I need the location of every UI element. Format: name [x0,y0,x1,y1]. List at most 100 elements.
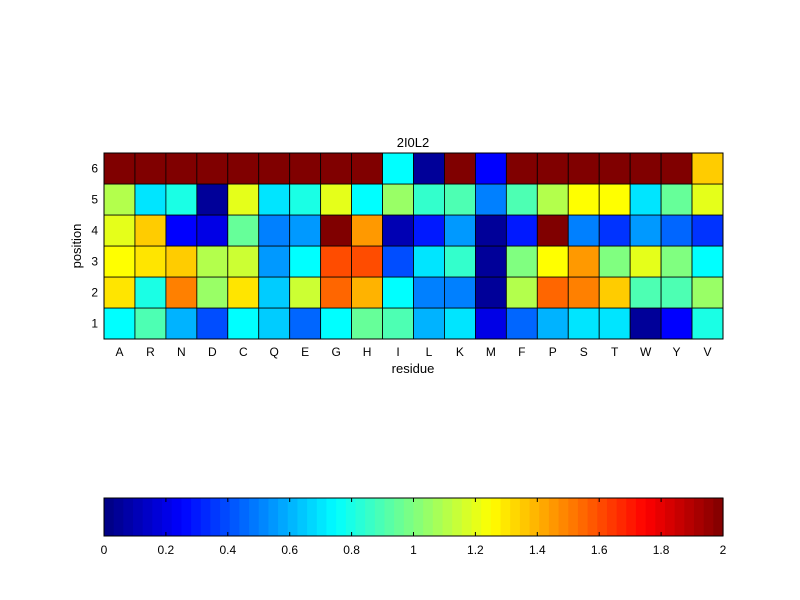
heatmap-cell [258,307,291,340]
colorbar-swatch [307,498,318,536]
heatmap-cell [165,152,198,185]
x-tick-label: C [239,345,248,359]
colorbar-swatch [713,498,724,536]
heatmap-cell [382,152,414,185]
heatmap-cell [165,307,198,340]
colorbar-swatch [529,498,540,536]
x-tick-label: E [301,345,309,359]
heatmap-cell [382,307,414,340]
colorbar-swatches [104,498,724,536]
colorbar-swatch [693,498,705,536]
heatmap-cell [598,245,631,278]
heatmap-cell [258,183,291,216]
heatmap-cell [660,183,693,216]
heatmap-cell [289,276,322,309]
colorbar-swatch [200,498,211,536]
colorbar-swatch [626,498,637,536]
heatmap-cell [196,183,229,216]
x-tick-label: H [363,345,372,359]
colorbar-swatch [587,498,598,536]
colorbar-swatch [635,498,647,536]
heatmap-cell [320,276,352,309]
colorbar-swatch [558,498,569,536]
x-tick-label: R [146,345,155,359]
heatmap-cell [289,183,322,216]
colorbar-swatch [413,498,424,536]
colorbar-tick-label: 1.4 [529,543,546,557]
y-tick-label: 4 [91,224,98,238]
y-tick-label: 6 [91,162,98,176]
heatmap-cell [629,245,662,278]
heatmap-cell [567,307,600,340]
heatmap-cell [103,276,136,309]
heatmap-cell [660,152,693,185]
colorbar-swatch [113,498,124,536]
x-tick-label: Y [673,345,681,359]
colorbar-tick-label: 1.6 [591,543,608,557]
colorbar-swatch [220,498,231,536]
colorbar-swatch [655,498,666,536]
heatmap-cell [413,245,445,278]
x-tick-label: P [549,345,557,359]
heatmap-cell [567,276,600,309]
x-tick-label: V [704,345,712,359]
heatmap-cell [196,245,229,278]
colorbar-swatch [210,498,221,536]
colorbar-swatch [316,498,328,536]
heatmap-cell [691,214,724,247]
heatmap-cell [227,245,260,278]
colorbar-swatch [510,498,521,536]
colorbar-tick-label: 1.2 [467,543,484,557]
heatmap-cell [413,307,445,340]
heatmap-cell [196,307,229,340]
heatmap-cell [289,245,322,278]
heatmap-cell [351,276,383,309]
colorbar-swatch [365,498,376,536]
colorbar-swatch [471,498,482,536]
heatmap-cell [258,152,291,185]
colorbar-swatch [191,498,202,536]
heatmap-frame [103,152,724,340]
heatmap-cell [320,214,352,247]
heatmap-cell [382,276,414,309]
colorbar-swatch [336,498,347,536]
heatmap-cells [103,152,724,340]
heatmap-cell [660,214,693,247]
x-tick-label: G [331,345,340,359]
heatmap-cell [196,152,229,185]
x-tick-label: N [177,345,186,359]
colorbar-tick-label: 0.4 [219,543,236,557]
heatmap-cell [474,307,507,340]
heatmap-cell [320,152,352,185]
heatmap-cell [134,152,167,185]
heatmap-cell [289,152,322,185]
heatmap-cell [444,152,476,185]
heatmap-cell [382,183,414,216]
colorbar-swatch [287,498,299,536]
colorbar-swatch [384,498,395,536]
heatmap-cell [629,183,662,216]
heatmap-cell [474,183,507,216]
heatmap-cell [196,276,229,309]
heatmap-cell [567,245,600,278]
x-tick-label: L [426,345,433,359]
heatmap-cell [629,307,662,340]
colorbar-swatch [432,498,444,536]
x-tick-label: I [396,345,399,359]
heatmap-cell [536,152,569,185]
heatmap-cell [598,214,631,247]
heatmap-cell [536,245,569,278]
heatmap-cell [382,214,414,247]
heatmap-cell [227,152,260,185]
heatmap-cell [691,307,724,340]
colorbar-swatch [539,498,550,536]
colorbar-swatch [606,498,618,536]
colorbar-tick-label: 1 [410,543,417,557]
heatmap-cell [351,214,383,247]
colorbar-swatch [548,498,560,536]
colorbar-swatch [278,498,289,536]
colorbar-swatch [258,498,270,536]
colorbar-swatch [442,498,453,536]
